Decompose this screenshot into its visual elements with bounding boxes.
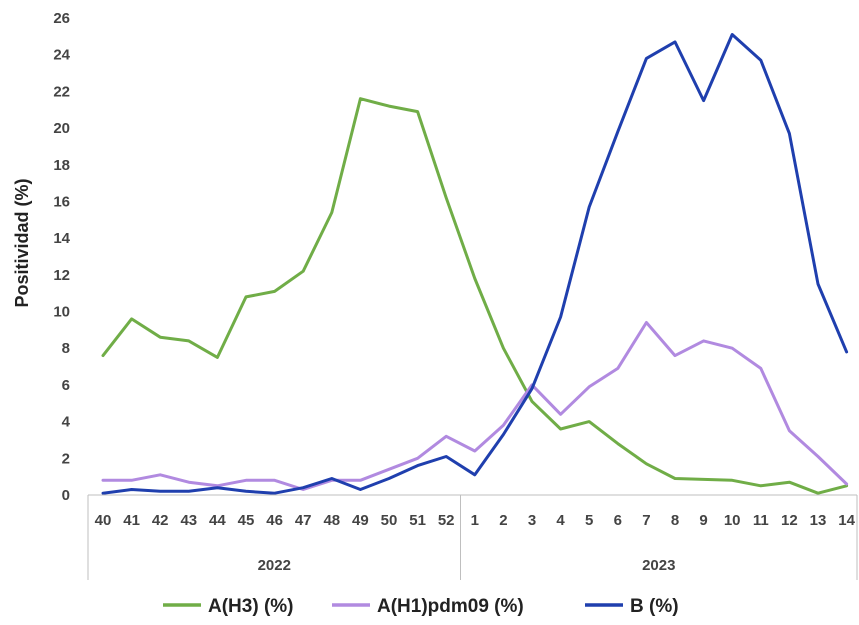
y-axis-title: Positividad (%) bbox=[12, 178, 32, 307]
series-line-2 bbox=[101, 321, 849, 491]
y-tick-label: 22 bbox=[53, 83, 70, 100]
series-line-3 bbox=[101, 33, 849, 495]
x-tick-label: 42 bbox=[152, 512, 169, 529]
plot-area bbox=[101, 33, 849, 495]
x-tick-label: 12 bbox=[781, 512, 798, 529]
y-tick-label: 14 bbox=[53, 230, 70, 247]
x-tick-label: 45 bbox=[238, 512, 255, 529]
x-tick-label: 10 bbox=[724, 512, 741, 529]
x-tick-label: 47 bbox=[295, 512, 312, 529]
x-tick-label: 2 bbox=[499, 512, 507, 529]
y-tick-label: 16 bbox=[53, 193, 70, 210]
y-tick-label: 24 bbox=[53, 47, 70, 64]
x-tick-label: 13 bbox=[810, 512, 827, 529]
y-tick-label: 6 bbox=[62, 377, 70, 394]
series-line-1 bbox=[101, 97, 849, 495]
y-tick-label: 12 bbox=[53, 267, 70, 284]
x-tick-label: 46 bbox=[266, 512, 283, 529]
x-tick-label: 52 bbox=[438, 512, 455, 529]
legend-label: A(H3) (%) bbox=[208, 596, 294, 617]
y-tick-label: 2 bbox=[62, 450, 70, 467]
y-tick-label: 10 bbox=[53, 304, 70, 321]
y-tick-label: 4 bbox=[62, 414, 71, 431]
x-tick-label: 44 bbox=[209, 512, 226, 529]
y-tick-label: 8 bbox=[62, 340, 70, 357]
x-tick-label: 49 bbox=[352, 512, 369, 529]
x-tick-label: 14 bbox=[838, 512, 855, 529]
legend: A(H3) (%) A(H1)pdm09 (%) B (%) bbox=[163, 596, 679, 617]
x-tick-label: 8 bbox=[671, 512, 679, 529]
x-group-label: 2023 bbox=[642, 557, 675, 574]
x-tick-label: 4 bbox=[556, 512, 565, 529]
x-tick-label: 43 bbox=[180, 512, 197, 529]
x-tick-label: 9 bbox=[699, 512, 707, 529]
x-tick-label: 6 bbox=[614, 512, 622, 529]
x-tick-label: 7 bbox=[642, 512, 650, 529]
x-tick-label: 1 bbox=[471, 512, 479, 529]
x-tick-label: 51 bbox=[409, 512, 426, 529]
legend-label: B (%) bbox=[630, 596, 679, 617]
x-tick-label: 3 bbox=[528, 512, 536, 529]
x-tick-label: 50 bbox=[381, 512, 398, 529]
x-tick-label: 11 bbox=[753, 512, 769, 529]
y-tick-label: 0 bbox=[62, 487, 70, 504]
legend-label: A(H1)pdm09 (%) bbox=[377, 596, 524, 617]
x-tick-label: 40 bbox=[95, 512, 112, 529]
x-tick-label: 41 bbox=[123, 512, 140, 529]
x-tick-label: 5 bbox=[585, 512, 593, 529]
x-group-label: 2022 bbox=[258, 557, 291, 574]
y-tick-label: 18 bbox=[53, 157, 70, 174]
y-tick-label: 20 bbox=[53, 120, 70, 137]
x-tick-label: 48 bbox=[323, 512, 340, 529]
y-tick-label: 26 bbox=[53, 10, 70, 27]
